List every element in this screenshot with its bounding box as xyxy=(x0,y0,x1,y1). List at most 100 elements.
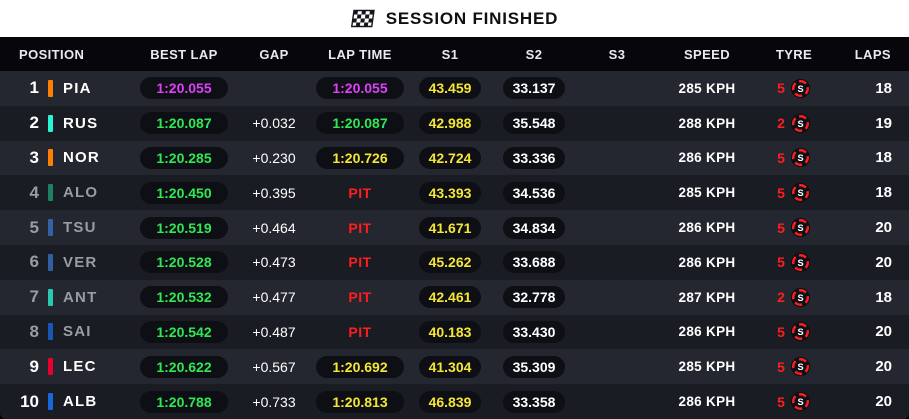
best-lap-cell: 1:20.519 xyxy=(132,216,236,239)
sector2-value: 35.548 xyxy=(503,112,565,135)
gap-cell: +0.733 xyxy=(236,394,312,410)
lap-time-value: PIT xyxy=(348,254,372,271)
speed-cell: 286 KPH xyxy=(658,220,756,235)
sector2-value: 34.536 xyxy=(503,181,565,204)
table-row: 1 PIA 1:20.055 1:20.055 43.459 33.137 28… xyxy=(0,71,909,106)
tyre-compound-letter: S xyxy=(797,188,803,198)
lap-time-cell: 1:20.055 xyxy=(312,77,408,100)
lap-time-cell: 1:20.087 xyxy=(312,112,408,135)
best-lap-value: 1:20.285 xyxy=(140,146,228,169)
position-number: 6 xyxy=(29,252,39,272)
driver-code: LEC xyxy=(63,358,97,376)
sector2-value: 34.834 xyxy=(503,216,565,239)
best-lap-value: 1:20.532 xyxy=(140,286,228,309)
laps-cell: 19 xyxy=(832,115,909,132)
best-lap-cell: 1:20.622 xyxy=(132,355,236,378)
position-cell: 1 PIA xyxy=(0,78,132,98)
position-number: 9 xyxy=(29,356,39,376)
team-color-bar xyxy=(48,253,53,271)
tyre-stint-count: 5 xyxy=(777,358,785,375)
best-lap-cell: 1:20.532 xyxy=(132,286,236,309)
table-row: 6 VER 1:20.528 +0.473 PIT 45.262 33.688 … xyxy=(0,244,909,280)
best-lap-cell: 1:20.087 xyxy=(132,112,236,135)
sector1-cell: 45.262 xyxy=(408,251,492,274)
sector1-value: 46.839 xyxy=(419,390,481,413)
gap-value: +0.230 xyxy=(252,149,296,166)
table-row: 2 RUS 1:20.087 +0.032 1:20.087 42.988 35… xyxy=(0,105,909,141)
position-cell: 6 VER xyxy=(0,252,132,272)
sector3-cell xyxy=(576,77,658,99)
sector3-cell xyxy=(576,147,658,169)
team-color-bar xyxy=(48,79,53,97)
best-lap-cell: 1:20.528 xyxy=(132,251,236,274)
driver-code: ALB xyxy=(63,393,98,411)
gap-value: +0.487 xyxy=(252,323,296,340)
soft-tyre-icon: S xyxy=(790,356,811,377)
gap-value: +0.473 xyxy=(252,254,296,271)
sector3-value xyxy=(586,321,648,343)
column-header-tyre: TYRE xyxy=(775,46,813,62)
gap-value: +0.567 xyxy=(252,358,296,375)
column-header-s1: S1 xyxy=(441,46,459,62)
position-number: 8 xyxy=(29,321,39,341)
lap-time-value: PIT xyxy=(348,184,372,201)
tyre-stint-count: 5 xyxy=(777,393,785,410)
sector1-cell: 40.183 xyxy=(408,320,492,343)
tyre-compound-letter: S xyxy=(797,258,803,268)
speed-cell: 285 KPH xyxy=(658,185,756,200)
soft-tyre-icon: S xyxy=(790,182,811,203)
tyre-stint-count: 5 xyxy=(777,149,785,166)
best-lap-cell: 1:20.788 xyxy=(132,390,236,413)
team-color-bar xyxy=(48,219,53,237)
sector2-cell: 35.309 xyxy=(492,355,576,378)
position-number: 1 xyxy=(29,78,39,98)
tyre-compound-letter: S xyxy=(797,397,803,407)
tyre-cell: 5 S xyxy=(756,391,832,412)
sector1-value: 41.671 xyxy=(419,216,481,239)
lap-time-value: 1:20.813 xyxy=(316,390,404,413)
sector2-value: 33.137 xyxy=(503,77,565,100)
lap-time-cell: PIT xyxy=(312,217,408,239)
speed-cell: 285 KPH xyxy=(658,81,756,96)
sector1-cell: 43.393 xyxy=(408,181,492,204)
session-banner: SESSION FINISHED xyxy=(0,0,909,37)
sector2-value: 33.358 xyxy=(503,390,565,413)
speed-cell: 286 KPH xyxy=(658,255,756,270)
checkered-flag-icon xyxy=(350,9,376,28)
laps-cell: 18 xyxy=(832,289,909,306)
tyre-stint-count: 2 xyxy=(777,115,785,132)
soft-tyre-icon: S xyxy=(790,217,811,238)
sector1-value: 42.724 xyxy=(419,146,481,169)
soft-tyre-icon: S xyxy=(790,391,811,412)
best-lap-value: 1:20.519 xyxy=(140,216,228,239)
sector2-cell: 33.336 xyxy=(492,146,576,169)
driver-code: TSU xyxy=(63,219,97,237)
sector3-value xyxy=(586,251,648,273)
team-color-bar xyxy=(48,323,53,341)
team-color-bar xyxy=(48,288,53,306)
sector2-cell: 33.688 xyxy=(492,251,576,274)
laps-cell: 18 xyxy=(832,80,909,97)
soft-tyre-icon: S xyxy=(790,113,811,134)
position-cell: 8 SAI xyxy=(0,322,132,342)
tyre-compound-letter: S xyxy=(797,292,803,302)
tyre-cell: 5 S xyxy=(756,78,832,99)
soft-tyre-icon: S xyxy=(790,252,811,273)
gap-cell: +0.464 xyxy=(236,220,312,236)
driver-code: SAI xyxy=(63,323,92,341)
best-lap-value: 1:20.087 xyxy=(140,112,228,135)
best-lap-value: 1:20.528 xyxy=(140,251,228,274)
table-row: 4 ALO 1:20.450 +0.395 PIT 43.393 34.536 … xyxy=(0,175,909,211)
soft-tyre-icon: S xyxy=(790,321,811,342)
sector3-value xyxy=(586,112,648,134)
laps-cell: 20 xyxy=(832,358,909,375)
sector3-cell xyxy=(576,286,658,308)
sector3-value xyxy=(586,391,648,413)
sector3-value xyxy=(586,147,648,169)
laps-cell: 20 xyxy=(832,323,909,340)
team-color-bar xyxy=(48,184,53,202)
position-cell: 5 TSU xyxy=(0,218,132,238)
tyre-compound-letter: S xyxy=(797,327,803,337)
laps-value: 20 xyxy=(875,323,892,341)
